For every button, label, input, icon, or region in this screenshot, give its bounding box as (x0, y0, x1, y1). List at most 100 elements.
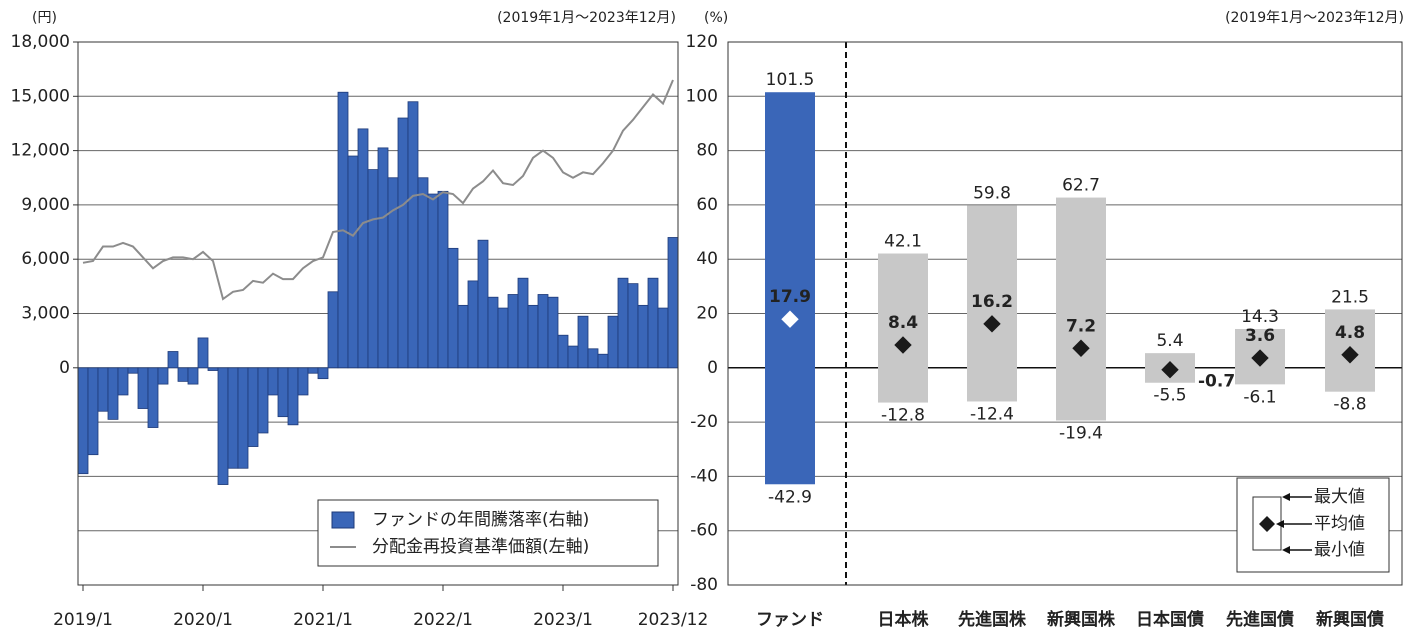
legend-arrowhead (1282, 546, 1290, 554)
bar (227, 367, 239, 469)
x-tick-label: 先進国債 (1226, 609, 1294, 630)
min-label: -6.1 (1243, 387, 1276, 407)
max-label: 21.5 (1331, 287, 1369, 307)
bar (77, 367, 89, 475)
plot-frame (727, 41, 1403, 586)
max-label: 59.8 (973, 183, 1011, 203)
bar (287, 367, 299, 426)
bar (647, 277, 659, 369)
bar (577, 315, 589, 369)
bar (217, 367, 229, 485)
x-tick-label: 日本株 (878, 609, 930, 630)
x-tick-label: 2023/1 (533, 610, 593, 630)
x-tick-label: 先進国株 (958, 609, 1027, 630)
max-label: 101.5 (766, 70, 815, 90)
y-unit: (円) (32, 10, 57, 26)
y-tick-label: 12,000 (11, 141, 70, 161)
bar (587, 348, 599, 369)
legend-label: 最大値 (1314, 487, 1365, 507)
y-tick-label: 0 (59, 358, 70, 378)
period: (2019年1月～2023年12月) (497, 10, 676, 26)
mean-label: 3.6 (1245, 326, 1275, 346)
max-label: 42.1 (884, 231, 922, 251)
x-tick-label: 2020/1 (173, 610, 233, 630)
min-label: -42.9 (768, 487, 812, 507)
x-tick-label: ファンド (756, 610, 824, 630)
mean-marker (1072, 339, 1090, 357)
bar (507, 294, 519, 369)
bar (187, 367, 199, 385)
mean-marker (1251, 349, 1269, 367)
legend-arrowhead (1282, 493, 1290, 501)
bar (167, 351, 179, 369)
range-bar (878, 253, 928, 403)
legend-label: 分配金再投資基準価額(左軸) (372, 537, 589, 557)
max-label: 5.4 (1156, 331, 1183, 351)
range-bar (765, 92, 815, 485)
bar (447, 247, 459, 369)
bar (107, 367, 119, 420)
bar (367, 169, 379, 369)
bar (567, 345, 579, 369)
bar (427, 193, 439, 369)
bar (157, 367, 169, 385)
legend-arrowhead (1276, 520, 1284, 528)
mean-label: 4.8 (1335, 323, 1365, 343)
mean-marker (983, 315, 1001, 333)
bar (487, 296, 499, 369)
bar (457, 304, 469, 369)
line (82, 79, 674, 301)
y-tick-label: 40 (696, 249, 718, 269)
bar (477, 239, 489, 369)
mean-label: 16.2 (971, 292, 1013, 312)
bar (267, 367, 279, 396)
bar (117, 367, 129, 396)
max-label: 62.7 (1062, 176, 1100, 196)
bar (617, 277, 629, 369)
bar (597, 353, 609, 369)
bar (637, 304, 649, 369)
mean-label: 17.9 (769, 287, 811, 307)
y-tick-label: 18,000 (11, 32, 70, 52)
mean-label: -0.7 (1198, 372, 1235, 392)
bar (97, 367, 109, 412)
y-tick-label: -80 (690, 575, 718, 595)
bar (657, 307, 669, 369)
bar (317, 367, 329, 380)
x-tick-label: 2021/1 (293, 610, 353, 630)
y-tick-label: -40 (690, 466, 718, 486)
bar (557, 334, 569, 369)
x-tick-label: 2019/1 (53, 610, 113, 630)
mean-label: 8.4 (888, 313, 918, 333)
y-unit: (%) (704, 10, 728, 26)
bar (277, 367, 289, 418)
bar (177, 367, 189, 382)
bar (517, 277, 529, 369)
bar (667, 237, 679, 369)
bar (297, 367, 309, 396)
bar (407, 101, 419, 369)
bar (237, 367, 249, 469)
bar (87, 367, 99, 456)
mean-marker (781, 310, 799, 328)
bar (247, 367, 259, 447)
max-label: 14.3 (1241, 307, 1279, 327)
bar (527, 304, 539, 369)
bar (137, 367, 149, 409)
min-label: -5.5 (1153, 386, 1186, 406)
bar (377, 147, 389, 369)
bar (347, 155, 359, 369)
legend-label: 最小値 (1314, 540, 1365, 560)
y-tick-label: 60 (696, 195, 718, 215)
min-label: -19.4 (1059, 423, 1103, 443)
min-label: -8.8 (1333, 395, 1366, 415)
min-label: -12.4 (970, 404, 1014, 424)
y-tick-label: 20 (696, 304, 718, 324)
mean-marker (1161, 360, 1179, 379)
y-tick-label: 80 (696, 141, 718, 161)
x-tick-label: 新興国株 (1047, 609, 1116, 630)
y-tick-label: 120 (686, 32, 718, 52)
mean-label: 7.2 (1066, 316, 1096, 336)
